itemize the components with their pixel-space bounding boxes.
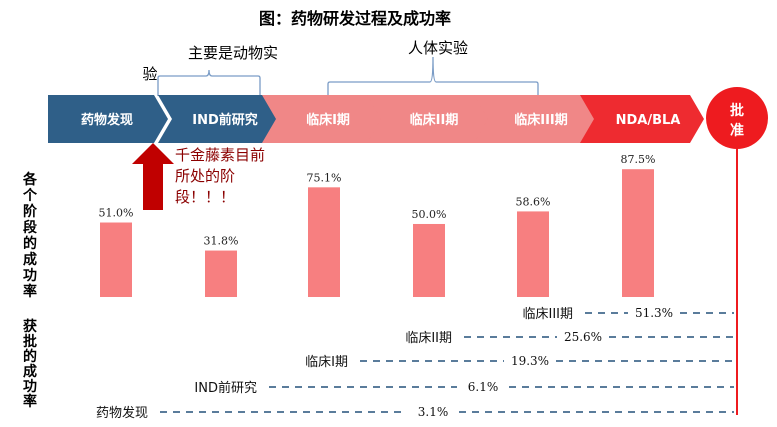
stage-arrow-1 (158, 95, 280, 143)
stage-success-label: 各 (22, 171, 38, 188)
stage-label: 临床I期 (306, 112, 350, 128)
stage-label: NDA/BLA (616, 113, 681, 128)
bar-value-label: 87.5% (621, 153, 656, 166)
stage-success-label: 个 (22, 187, 38, 204)
stage-success-label: 功 (23, 268, 37, 284)
approval-stage-label: 药物发现 (96, 405, 148, 421)
stage-success-label: 率 (23, 283, 37, 300)
annotation-line: 所处的阶 (175, 167, 235, 185)
approval-success-label: 成 (23, 363, 37, 380)
bar-value-label: 50.0% (412, 208, 447, 221)
approve-label: 准 (730, 122, 744, 139)
stage-arrow-3 (367, 95, 489, 143)
approval-value-label: 6.1% (468, 380, 499, 394)
approval-success-label: 批 (23, 333, 37, 350)
approval-value-label: 3.1% (418, 405, 449, 419)
animal-experiment-label-tail: 验 (142, 65, 157, 83)
figure-title: 图：药物研发过程及成功率 (259, 9, 451, 28)
bar-1 (205, 250, 237, 297)
animal-experiment-label: 主要是动物实 (188, 44, 278, 62)
bar-0 (100, 222, 132, 297)
bar-4 (517, 211, 549, 297)
bar-value-label: 51.0% (99, 207, 134, 220)
approval-success-label: 功 (23, 379, 37, 395)
stage-success-label: 成 (23, 251, 37, 268)
bar-value-label: 75.1% (307, 171, 342, 184)
bar-value-label: 31.8% (204, 235, 239, 248)
stage-label: 临床III期 (514, 112, 568, 128)
stage-label: IND前研究 (192, 112, 258, 128)
stage-label: 临床II期 (410, 112, 459, 128)
animal-brace (157, 69, 261, 96)
stage-success-label: 的 (23, 235, 37, 252)
approval-value-label: 19.3% (511, 354, 549, 368)
annotation-line: 段！！！ (175, 188, 235, 206)
bar-5 (622, 169, 654, 297)
approval-success-label: 率 (23, 393, 37, 410)
stage-arrow-4 (474, 95, 596, 143)
stage-arrow-5 (580, 95, 704, 143)
stage-arrow-2 (262, 95, 382, 143)
stage-success-label: 阶 (23, 203, 38, 220)
approval-stage-label: 临床I期 (305, 355, 348, 370)
approval-stage-label: IND前研究 (194, 380, 257, 396)
approval-success-label: 的 (23, 348, 37, 365)
bar-3 (413, 223, 445, 297)
approval-success-label: 获 (23, 318, 37, 335)
approval-stage-label: 临床III期 (522, 307, 573, 322)
human-experiment-label: 人体实验 (408, 39, 468, 57)
stage-label: 药物发现 (81, 112, 133, 128)
stage-success-label: 段 (23, 219, 37, 236)
annotation-line: 千金藤素目前 (175, 146, 265, 164)
stage-arrow-0 (48, 95, 168, 143)
approve-label: 批 (730, 102, 744, 119)
approve-circle (706, 87, 768, 149)
approval-value-label: 25.6% (564, 330, 602, 344)
current-stage-arrow-icon (132, 143, 174, 210)
bar-value-label: 58.6% (516, 195, 551, 208)
approval-stage-label: 临床II期 (405, 331, 452, 346)
bar-2 (308, 187, 340, 297)
human-brace (327, 56, 539, 96)
approval-value-label: 51.3% (635, 306, 673, 320)
